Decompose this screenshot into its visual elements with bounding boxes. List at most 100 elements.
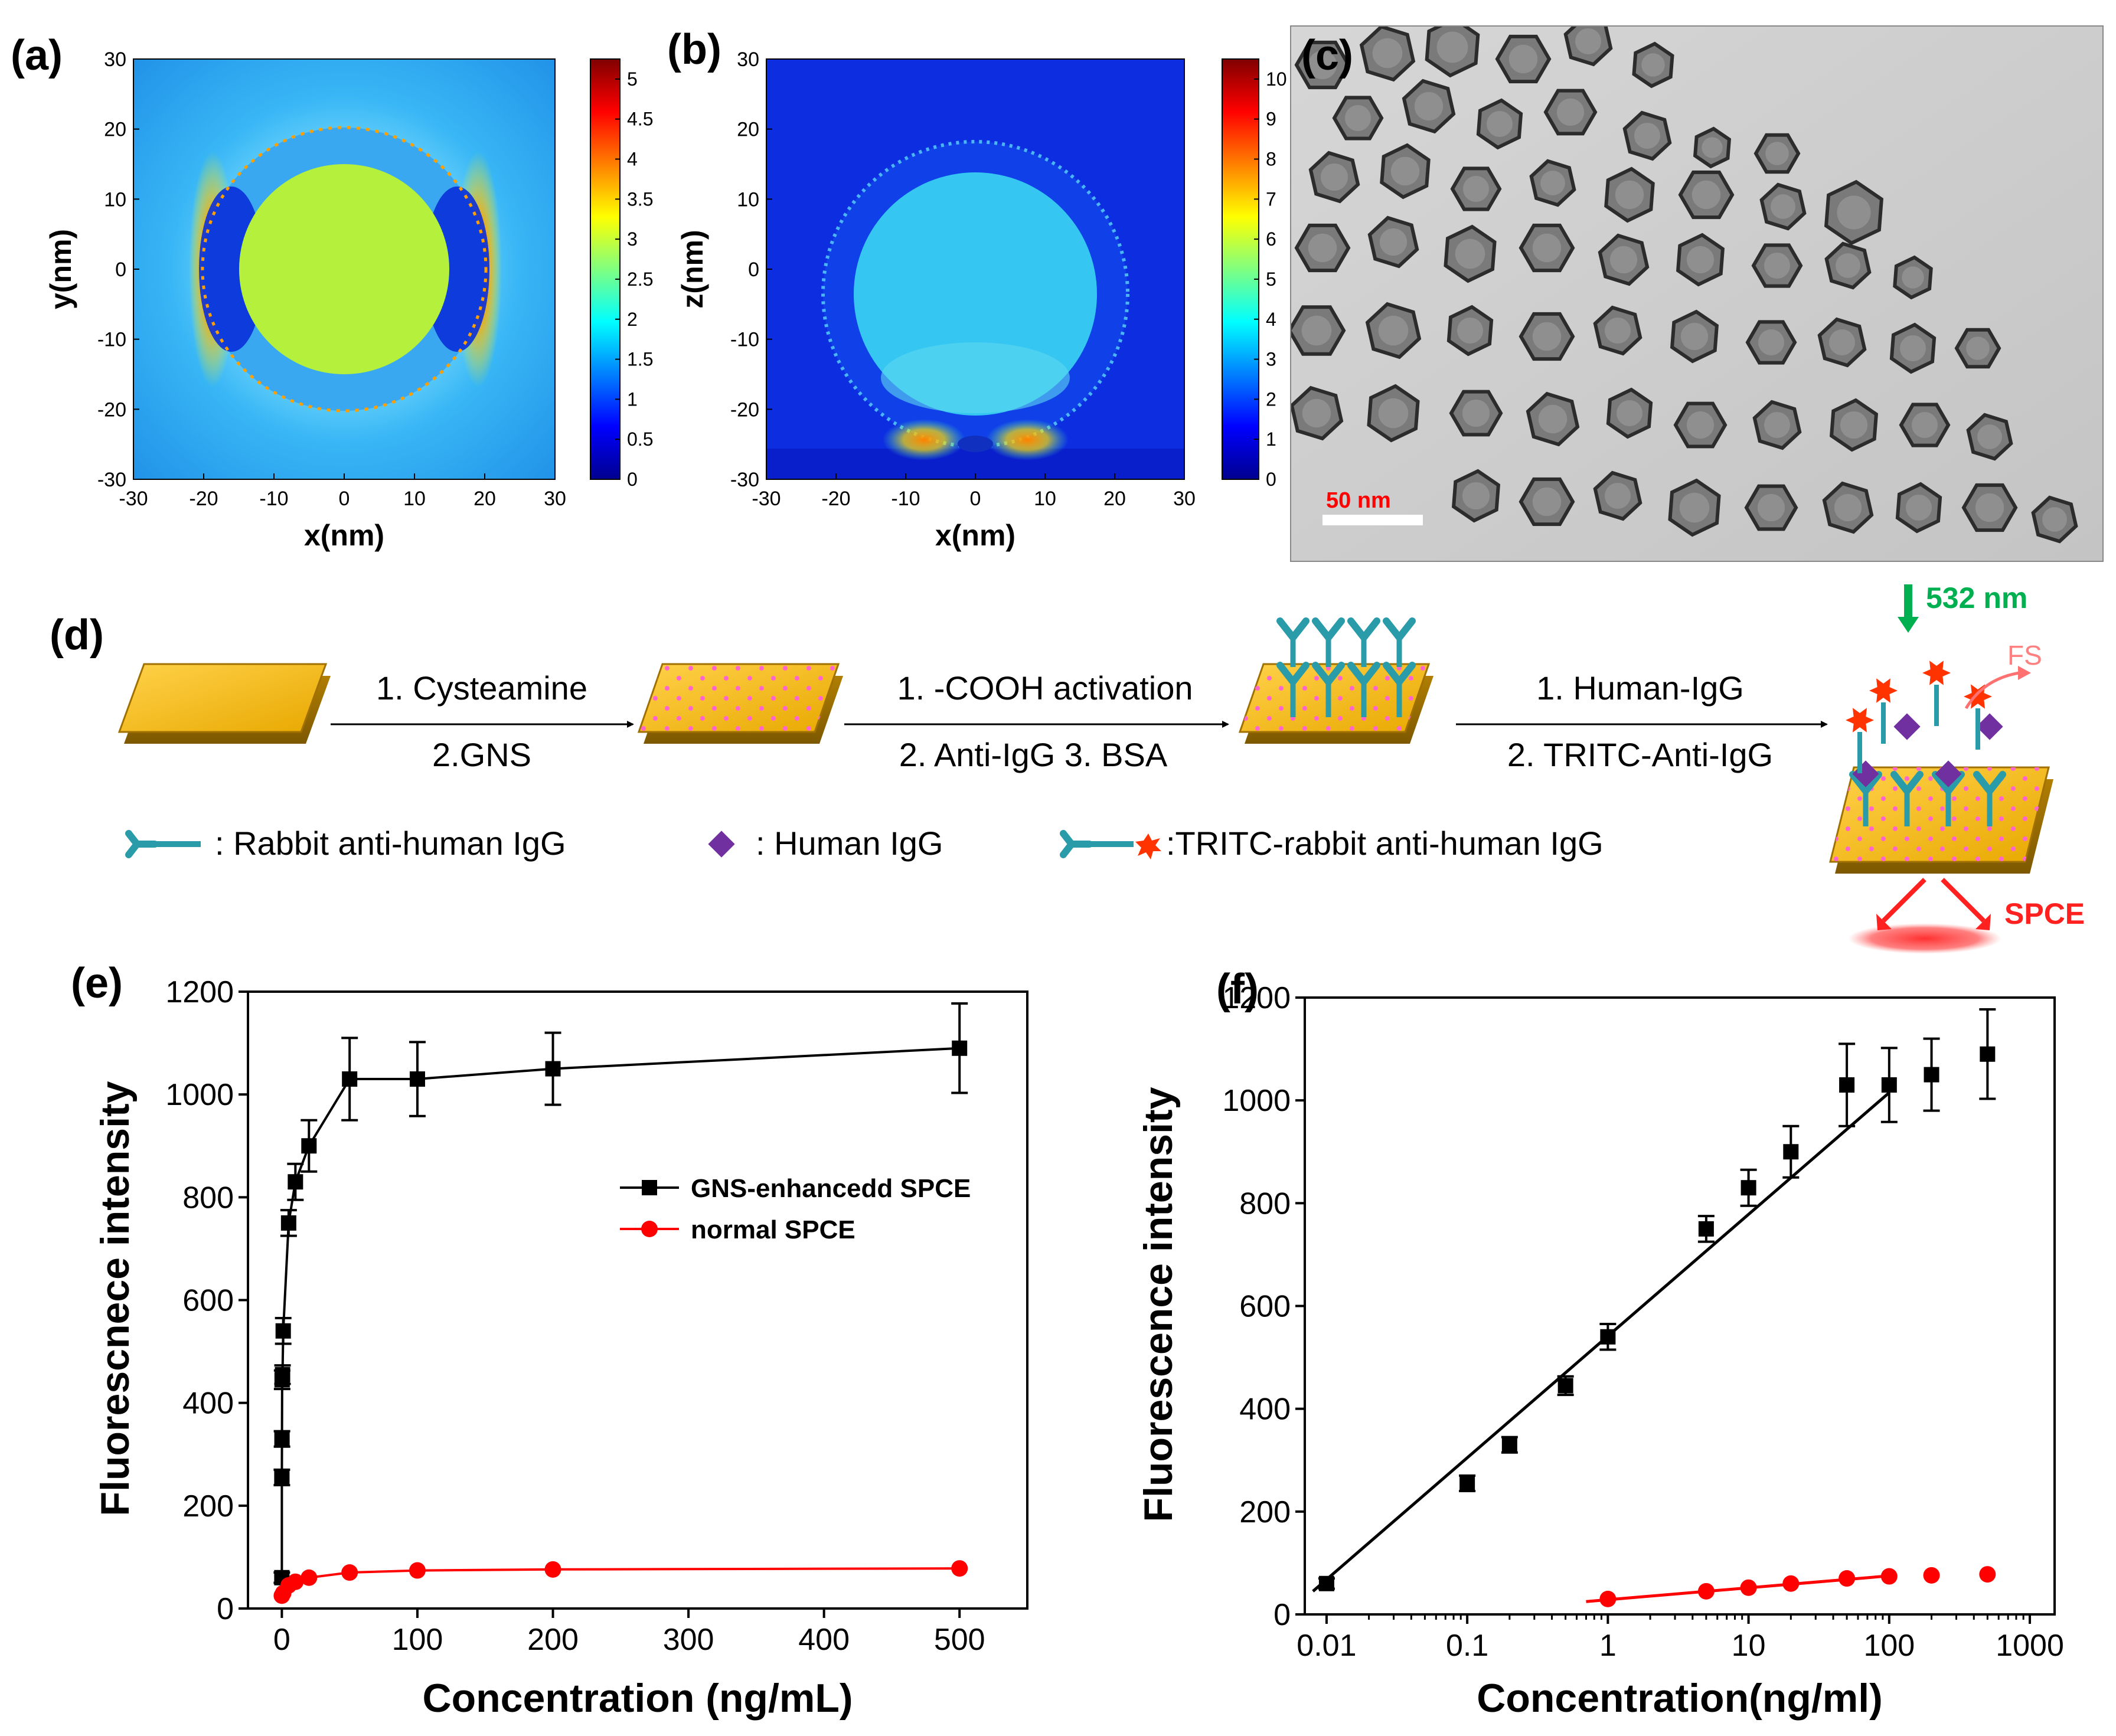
nanoparticle-core: [1487, 111, 1513, 137]
y-tick-label: 0: [748, 259, 759, 281]
spce-cone: [1848, 923, 2001, 954]
legend-antibody: : Rabbit anti-human IgG: [215, 825, 566, 862]
data-point: [1318, 1575, 1334, 1591]
data-point: [1880, 1568, 1898, 1585]
nanoparticle-core: [1912, 412, 1938, 438]
step1-top: 1. Cysteamine: [376, 669, 587, 707]
nanoparticle-core: [1686, 411, 1715, 439]
data-point: [409, 1071, 425, 1087]
x-tick-label: 1000: [1996, 1629, 2064, 1663]
data-point: [951, 1560, 968, 1577]
nanoparticle-core: [1977, 424, 2002, 449]
y-tick-label: 1000: [1222, 1084, 1291, 1118]
panel-d-label: (d): [50, 612, 104, 659]
axis-e-x-label: Concentration (ng/mL): [422, 1676, 853, 1721]
colorbar-tick-label: 4.5: [627, 109, 653, 130]
y-tick-label: 400: [1239, 1392, 1291, 1427]
human-igg: [1893, 713, 1921, 740]
nanoparticle-core: [1302, 398, 1331, 428]
colorbar-tick-label: 5: [1266, 269, 1276, 290]
plot-f-frame: [1304, 996, 2056, 1616]
panel-f-label: (f): [1216, 966, 1259, 1013]
axis-a-x-ticks: -30 -20 -10 0 10 20 30: [119, 473, 566, 510]
antibody-arm: [1276, 617, 1310, 641]
data-point: [1839, 1077, 1855, 1093]
tritc-label: [1846, 708, 1874, 733]
colorbar-tick-label: 9: [1266, 109, 1276, 130]
nanoparticle-core: [1641, 53, 1665, 77]
x-tick-label: 0: [970, 488, 981, 510]
antibody-arm: [1890, 771, 1924, 795]
data-point: [1501, 1437, 1517, 1453]
y-tick-label: -20: [730, 398, 759, 421]
legend-marker: [642, 1180, 657, 1195]
laser-label: 532 nm: [1926, 581, 2027, 614]
x-tick-label: 10: [1034, 488, 1056, 510]
nanoparticle-core: [1436, 31, 1468, 63]
nanoparticle-core: [1764, 412, 1790, 438]
data-point: [274, 1431, 290, 1447]
antibody-arm: [1312, 617, 1345, 641]
colorbar-tick-label: 1: [627, 388, 638, 410]
axis-f-y-label: Fluorescence intensity: [1136, 1087, 1181, 1522]
nanoparticle-core: [1906, 495, 1932, 521]
gold-substrate-bare: [117, 663, 331, 744]
gold-substrate-gns: [637, 663, 843, 744]
antibody-arm: [1347, 617, 1380, 641]
y-tick-label: 600: [1239, 1290, 1291, 1324]
nanoparticle-core: [1463, 176, 1489, 202]
data-point: [1599, 1590, 1617, 1607]
x-tick-label: 20: [1103, 488, 1126, 510]
y-tick-label: 800: [1239, 1186, 1291, 1221]
nanoparticle-core: [1609, 246, 1638, 274]
axis-e-y-label: Fluorescnece intensity: [93, 1081, 138, 1516]
panel-e-label: (e): [71, 960, 123, 1007]
data-point: [1839, 1570, 1856, 1587]
axis-f-x-label: Concentration(ng/ml): [1477, 1676, 1883, 1721]
colorbar-tick-label: 3: [1266, 349, 1276, 370]
human-igg: [1976, 713, 2003, 740]
nanoparticle-core: [1540, 171, 1565, 195]
x-tick-label: -10: [891, 488, 920, 510]
nanoparticle-core: [1320, 163, 1348, 191]
nanoparticle-core: [1900, 335, 1926, 361]
colorbar-b-ticks: 0 1 2 3 4 5 6 7 8 9 10: [1254, 68, 1287, 490]
nanoparticle-core: [1837, 195, 1871, 230]
colorbar-tick-label: 0: [627, 469, 638, 490]
data-point: [1557, 1378, 1573, 1394]
colorbar-tick-label: 4: [1266, 309, 1276, 330]
colorbar-tick-label: 0.5: [627, 429, 653, 450]
y-tick-label: 0: [217, 1592, 234, 1626]
data-point: [1459, 1475, 1475, 1491]
data-point: [1740, 1579, 1757, 1596]
nanoparticle-core: [1757, 493, 1785, 522]
plot-e-frame: [247, 990, 1028, 1610]
panel-a-label: (a): [11, 32, 63, 79]
immunocomplex-layer: [1846, 661, 2006, 826]
nanoparticle-core: [1462, 482, 1490, 510]
nanoparticle-core: [1966, 336, 1990, 360]
x-tick-label: 0.1: [1446, 1629, 1488, 1663]
x-tick-label: 0: [339, 488, 350, 510]
tritc-label: [1922, 661, 1951, 685]
y-tick-label: 10: [737, 188, 759, 211]
data-point: [1697, 1583, 1715, 1600]
step3-top: 1. Human-IgG: [1536, 669, 1744, 707]
antibody-arm: [1973, 771, 2006, 795]
fs-label: FS: [2007, 640, 2042, 671]
nanoparticle-core: [1617, 400, 1642, 426]
tem-image: [1291, 26, 2103, 561]
y-tick-label: 200: [1239, 1495, 1291, 1529]
colorbar-tick-label: 4: [627, 149, 638, 170]
data-point: [1783, 1144, 1799, 1160]
data-point: [275, 1366, 290, 1382]
axis-b-x-label: x(nm): [935, 519, 1015, 552]
legend-label: GNS-enhancedd SPCE: [691, 1174, 971, 1203]
antibody-layer: [1276, 617, 1416, 717]
data-point: [952, 1040, 968, 1056]
y-tick-label: 20: [737, 119, 759, 141]
nanoparticle-core: [1532, 487, 1562, 516]
antibody-icon: [125, 830, 201, 858]
data-point: [288, 1174, 303, 1190]
